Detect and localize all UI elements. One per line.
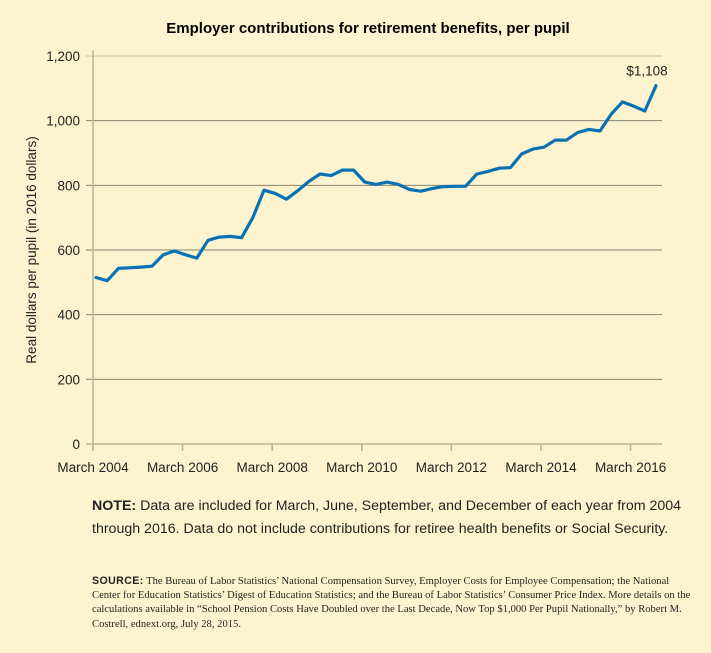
y-tick-label: 0 [72,437,80,452]
end-value-annotation: $1,108 [626,64,667,79]
chart-note: NOTE: Data are included for March, June,… [92,495,692,541]
x-tick-label: March 2008 [237,460,308,475]
series-line [94,84,658,283]
y-tick-label: 800 [57,178,80,193]
y-tick-label: 400 [57,308,80,323]
chart-title: Employer contributions for retirement be… [166,20,569,37]
y-axis-label: Real dollars per pupil (in 2016 dollars) [24,136,39,363]
x-tick-label: March 2016 [595,460,666,475]
y-tick-label: 200 [57,372,80,387]
series-group [94,84,658,283]
x-tick-label: March 2010 [326,460,397,475]
x-tick-label: March 2012 [416,460,487,475]
x-tick-label: March 2004 [57,460,129,475]
note-text: Data are included for March, June, Septe… [92,498,682,537]
chart-source: SOURCE: The Bureau of Labor Statistics’ … [92,574,692,632]
x-tick-label: March 2006 [147,460,218,475]
note-label: NOTE: [92,498,137,514]
y-tick-label: 1,200 [46,49,80,64]
y-tick-label: 1,000 [46,114,80,129]
x-axis-ticks: March 2004 March 2006 March 2008 March 2010… [57,444,666,475]
source-label: SOURCE: [92,575,144,587]
source-text: The Bureau of Labor Statistics’ National… [92,576,691,630]
line-chart: Employer contributions for retirement be… [24,20,668,475]
x-tick-label: March 2014 [505,460,577,475]
y-tick-label: 600 [57,243,80,258]
y-axis-ticks: 0 200 400 600 800 1,000 1,200 [46,49,80,452]
